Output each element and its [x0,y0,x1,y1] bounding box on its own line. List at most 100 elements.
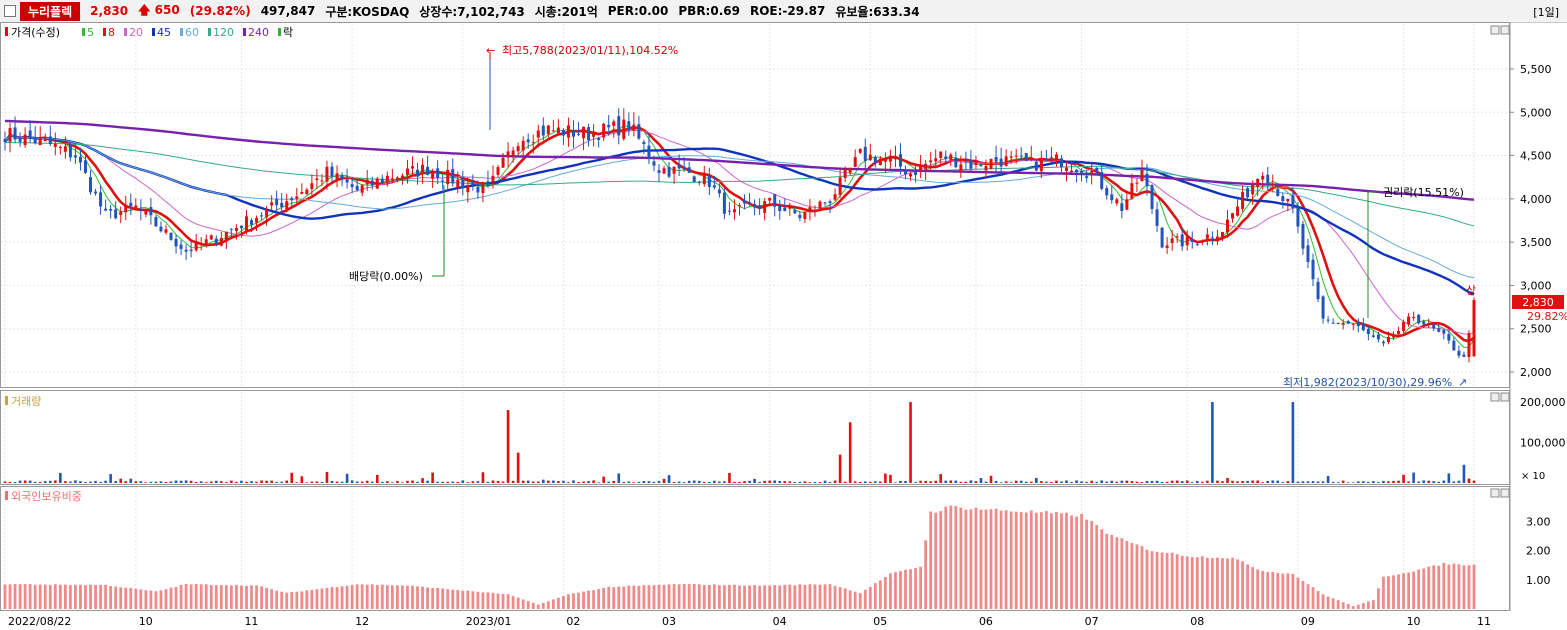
volume-bar [939,474,943,483]
volume-bar [1367,481,1370,483]
panel-max-button[interactable] [1490,25,1510,35]
foreign-bar [748,585,751,609]
candle-body [1376,334,1380,340]
volume-bar [592,480,595,483]
candle-body [622,119,626,139]
candle-body [390,178,394,180]
foreign-bar [1412,571,1416,609]
candle-body [1110,194,1114,201]
foreign-bar [949,505,953,609]
foreign-bar [1070,515,1073,609]
foreign-bar [416,586,419,609]
stock-name[interactable]: 누리플렉 [20,1,81,21]
foreign-bar [1467,565,1471,609]
volume-bar [1397,480,1400,483]
volume-bar [889,474,892,483]
volume-bar [1105,481,1109,483]
dividend-annotation: 배당락(0.00%) [349,185,445,283]
volume-bar [1135,481,1139,483]
candle-body [878,158,882,166]
price-tick-label: 2,500 [1520,323,1552,336]
candle-body [536,130,540,138]
foreign-legend: 외국인보유비중 [5,490,82,503]
svg-text:권리락(15.51%): 권리락(15.51%) [1383,186,1464,199]
foreign-bar [974,507,978,609]
foreign-bar [1336,600,1340,609]
volume-bar [1120,480,1124,483]
foreign-bar [1165,552,1169,609]
foreign-bar [551,599,555,609]
candle-body [597,138,601,140]
foreign-bar [340,586,344,609]
candle-body [410,166,414,169]
candle-body [1034,161,1038,171]
foreign-bar [476,591,480,609]
volume-bar [853,481,857,483]
candle-body [416,169,420,177]
volume-bar [416,481,419,483]
foreign-bar [1195,557,1199,609]
volume-bar [1085,481,1088,483]
candle-body [1160,227,1164,248]
foreign-panel-button[interactable] [1490,488,1510,498]
candle-body [1381,341,1385,344]
candle-body [395,177,399,181]
volume-bar [657,481,661,483]
volume-bar [426,480,429,483]
volume-bar [1055,480,1058,483]
candle-body [119,211,123,215]
volume-bar [1356,481,1360,483]
foreign-bar [69,585,72,609]
volume-bar [521,480,525,483]
volume-bar [270,480,273,483]
volume-bar [250,481,253,483]
volume-bar [139,481,143,483]
candle-body [964,161,968,163]
foreign-bar [320,588,324,609]
volume-bar [793,482,797,483]
candle-body [1029,157,1033,160]
volume-bar [949,480,953,483]
candle-body [1397,330,1401,334]
foreign-bar [451,589,455,609]
foreign-bar [1210,558,1214,609]
candle-body [446,169,450,185]
volume-bar [552,480,555,483]
candle-body [3,139,7,143]
volume-bar [798,481,802,483]
foreign-bar [204,584,208,609]
candle-body [1361,323,1365,331]
x-tick-label: 05 [873,615,887,628]
volume-bar [1060,481,1063,483]
foreign-bar [1130,542,1134,609]
volume-bar [828,482,832,483]
foreign-bar [1331,598,1335,609]
candle-body [692,176,696,182]
foreign-bar [1387,576,1390,609]
volume-bar [1226,478,1229,483]
volume-bar [471,481,475,483]
foreign-bar [23,584,27,609]
period-selector[interactable]: [1일] [1533,6,1559,19]
volume-bar [1236,481,1239,483]
volume-panel-button[interactable] [1490,392,1510,402]
volume-bar [375,474,379,483]
candle-body [1140,170,1144,182]
candle-body [617,116,621,136]
candle-body [566,125,570,138]
foreign-bar [833,585,837,609]
volume-bar [874,481,877,483]
foreign-bar [63,584,67,609]
candle-body [1145,173,1149,187]
rights-annotation: 권리락(15.51%) [1367,186,1464,318]
select-checkbox[interactable] [4,5,16,17]
candle-body [1467,332,1471,357]
volume-bar [622,482,626,483]
volume-bar [602,476,605,483]
candle-body [818,201,822,209]
candle-body [1356,321,1360,327]
volume-bar [1065,480,1068,483]
volume-bar [667,475,671,483]
volume-bar [305,482,309,483]
